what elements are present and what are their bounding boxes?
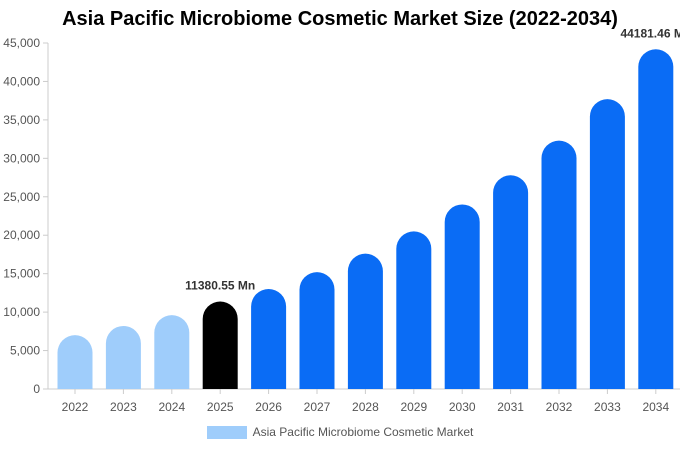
bar-2029 [396, 231, 432, 389]
x-tick-label: 2029 [400, 400, 427, 414]
y-axis: 0 5,000 10,000 15,000 20,000 25,000 30,000 35,0… [3, 36, 49, 396]
bar-2023 [105, 325, 141, 389]
bar-2025 [202, 301, 238, 389]
bars [57, 49, 674, 389]
x-tick-label: 2033 [594, 400, 621, 414]
bar-2034 [638, 49, 674, 389]
x-tick-label: 2032 [546, 400, 573, 414]
x-tick-label: 2022 [62, 400, 89, 414]
y-tick-label: 10,000 [3, 305, 40, 319]
x-tick-label: 2034 [642, 400, 669, 414]
x-tick-label: 2028 [352, 400, 379, 414]
x-tick-label: 2024 [158, 400, 185, 414]
bar-2022 [57, 335, 93, 389]
y-tick-label: 25,000 [3, 190, 40, 204]
y-tick-label: 30,000 [3, 151, 40, 165]
legend: Asia Pacific Microbiome Cosmetic Market [0, 425, 680, 439]
x-tick-label: 2031 [497, 400, 524, 414]
x-tick-label: 2025 [207, 400, 234, 414]
y-tick-label: 45,000 [3, 36, 40, 50]
y-tick-label: 0 [33, 382, 40, 396]
bar-2031 [493, 175, 529, 389]
chart-title: Asia Pacific Microbiome Cosmetic Market … [62, 8, 618, 30]
legend-swatch [206, 425, 247, 439]
bar-2032 [541, 140, 577, 389]
data-label-2034: 44181.46 Mn [620, 26, 680, 40]
x-tick-label: 2027 [304, 400, 331, 414]
data-label-2025: 11380.55 Mn [185, 278, 255, 292]
bar-2024 [154, 315, 190, 389]
x-axis: 2022 2023 2024 2025 2026 2027 2028 2029 2030 2031… [48, 388, 680, 414]
y-tick-label: 40,000 [3, 74, 40, 88]
x-tick-label: 2026 [255, 400, 282, 414]
y-tick-label: 15,000 [3, 267, 40, 281]
bar-2026 [251, 289, 287, 389]
data-labels: 11380.55 Mn 44181.46 Mn [185, 26, 680, 292]
legend-label: Asia Pacific Microbiome Cosmetic Market [252, 425, 474, 439]
bar-chart: 0 5,000 10,000 15,000 20,000 25,000 30,000 35,0… [3, 26, 680, 414]
bar-2028 [347, 253, 383, 389]
x-tick-label: 2023 [110, 400, 137, 414]
y-tick-label: 20,000 [3, 228, 40, 242]
y-tick-label: 5,000 [10, 344, 40, 358]
bar-2027 [299, 272, 335, 389]
y-tick-label: 35,000 [3, 113, 40, 127]
bar-2030 [444, 204, 480, 389]
bar-2033 [589, 99, 625, 389]
x-tick-label: 2030 [449, 400, 476, 414]
